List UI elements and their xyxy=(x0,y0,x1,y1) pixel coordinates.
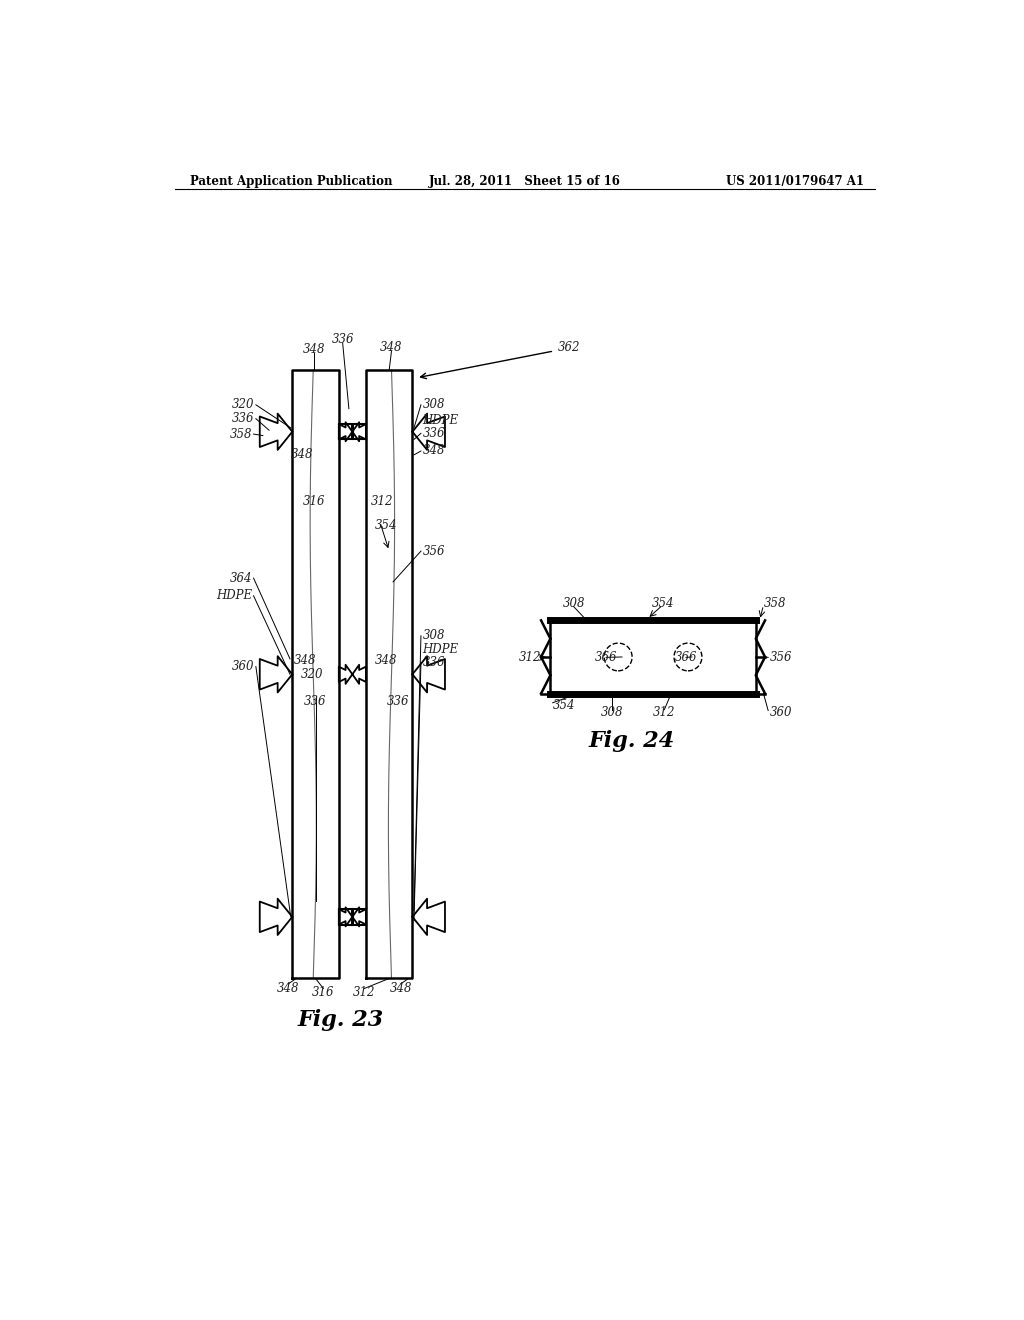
Text: Jul. 28, 2011   Sheet 15 of 16: Jul. 28, 2011 Sheet 15 of 16 xyxy=(429,176,621,189)
Text: US 2011/0179647 A1: US 2011/0179647 A1 xyxy=(726,176,864,189)
Text: 364: 364 xyxy=(229,572,252,585)
Text: 366: 366 xyxy=(595,651,617,664)
Text: Fig. 23: Fig. 23 xyxy=(298,1010,384,1031)
Text: 312: 312 xyxy=(653,706,676,719)
Text: 308: 308 xyxy=(423,630,445,643)
Text: 360: 360 xyxy=(770,706,793,719)
Text: HDPE: HDPE xyxy=(216,589,252,602)
Text: 360: 360 xyxy=(231,660,254,673)
Text: 354: 354 xyxy=(651,597,674,610)
Text: 356: 356 xyxy=(423,545,445,557)
Text: Patent Application Publication: Patent Application Publication xyxy=(190,176,392,189)
Text: HDPE: HDPE xyxy=(423,413,459,426)
Text: 366: 366 xyxy=(675,651,697,664)
Text: 336: 336 xyxy=(304,694,327,708)
Text: 316: 316 xyxy=(312,986,335,999)
Text: 316: 316 xyxy=(303,495,326,508)
Text: 348: 348 xyxy=(380,341,402,354)
Text: 336: 336 xyxy=(332,333,354,346)
Text: HDPE: HDPE xyxy=(423,643,459,656)
Text: 312: 312 xyxy=(353,986,376,999)
Text: 312: 312 xyxy=(371,495,393,508)
Text: 348: 348 xyxy=(278,982,300,995)
Text: 358: 358 xyxy=(764,597,786,610)
Text: 336: 336 xyxy=(423,426,445,440)
Text: 348: 348 xyxy=(294,653,316,667)
Text: 320: 320 xyxy=(231,399,254,412)
Text: 354: 354 xyxy=(553,698,575,711)
Text: 354: 354 xyxy=(375,519,397,532)
Text: 348: 348 xyxy=(291,449,313,462)
Text: 320: 320 xyxy=(300,668,323,681)
Text: 312: 312 xyxy=(518,651,541,664)
Text: 362: 362 xyxy=(558,341,581,354)
Text: 348: 348 xyxy=(375,653,397,667)
Text: 356: 356 xyxy=(770,651,793,664)
Text: 348: 348 xyxy=(389,982,412,995)
Text: 336: 336 xyxy=(386,694,409,708)
Text: 336: 336 xyxy=(231,412,254,425)
Text: Fig. 24: Fig. 24 xyxy=(589,730,675,752)
Text: 308: 308 xyxy=(423,399,445,412)
Text: 348: 348 xyxy=(423,445,445,458)
Text: 308: 308 xyxy=(562,597,585,610)
Text: 336: 336 xyxy=(423,656,445,669)
Text: 308: 308 xyxy=(601,706,624,719)
Text: 358: 358 xyxy=(229,428,252,441)
Text: 348: 348 xyxy=(303,343,326,356)
